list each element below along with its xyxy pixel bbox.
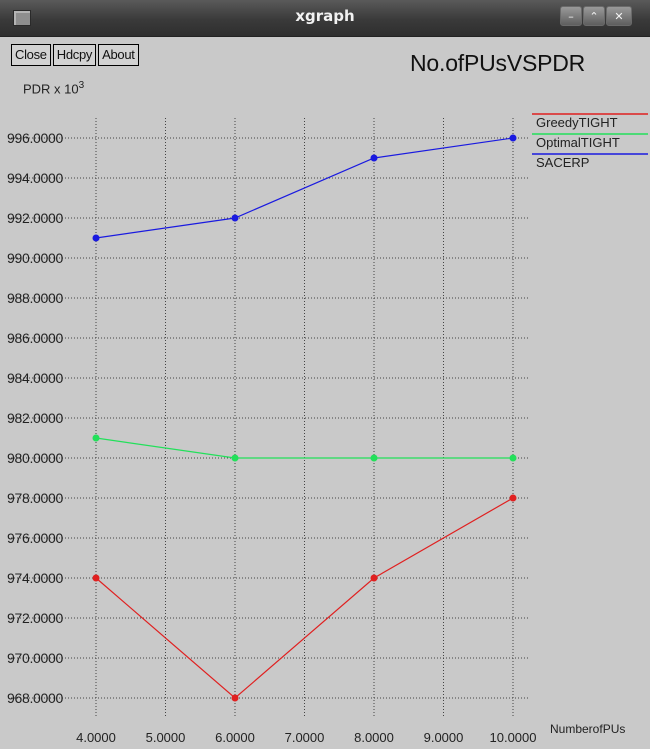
series-line (95, 437, 513, 459)
data-point (509, 494, 517, 502)
y-tick-label: 978.0000 (7, 490, 64, 506)
minimize-button[interactable]: – (560, 6, 582, 26)
toolbar: Close Hdcpy About (11, 44, 139, 66)
x-tick-label: 5.0000 (146, 730, 186, 745)
x-tick-label: 8.0000 (354, 730, 394, 745)
minimize-icon: – (568, 10, 574, 23)
y-axis-label-prefix: PDR x 10 (23, 81, 79, 97)
hdcpy-button[interactable]: Hdcpy (52, 44, 97, 66)
maximize-icon: ⌃ (589, 10, 599, 23)
y-tick-label: 974.0000 (7, 570, 64, 586)
y-tick-label: 990.0000 (7, 250, 64, 266)
data-point (92, 234, 100, 242)
close-window-button[interactable]: ✕ (606, 6, 632, 26)
y-tick-label: 994.0000 (7, 170, 64, 186)
y-tick-label: 982.0000 (7, 410, 64, 426)
window-menu-icon[interactable] (13, 10, 31, 26)
x-tick-label: 6.0000 (215, 730, 255, 745)
chart-title: No.ofPUsVSPDR (410, 50, 586, 76)
x-tick-label: 10.0000 (490, 730, 537, 745)
legend-label: GreedyTIGHT (536, 115, 618, 130)
data-point (509, 454, 517, 462)
x-axis-label: NumberofPUs (550, 722, 626, 736)
data-point (370, 574, 378, 582)
data-point (370, 154, 378, 162)
window-title: xgraph (295, 7, 355, 25)
y-tick-label: 980.0000 (7, 450, 64, 466)
y-tick-label: 970.0000 (7, 650, 64, 666)
series-line (95, 497, 514, 699)
y-tick-label: 986.0000 (7, 330, 64, 346)
y-tick-label: 988.0000 (7, 290, 64, 306)
legend-label: OptimalTIGHT (536, 135, 620, 150)
y-tick-label: 996.0000 (7, 130, 64, 146)
data-point (231, 454, 239, 462)
data-point (231, 694, 239, 702)
y-axis-label-exponent: 3 (78, 80, 85, 91)
data-point (509, 134, 517, 142)
y-tick-label: 972.0000 (7, 610, 64, 626)
y-tick-label: 968.0000 (7, 690, 64, 706)
about-button[interactable]: About (98, 44, 139, 66)
x-tick-label: 4.0000 (76, 730, 116, 745)
title-bar[interactable]: xgraph – ⌃ ✕ (0, 0, 650, 37)
close-icon: ✕ (614, 10, 624, 23)
legend-label: SACERP (536, 155, 590, 170)
data-point (92, 574, 100, 582)
close-button[interactable]: Close (11, 44, 51, 66)
y-tick-label: 992.0000 (7, 210, 64, 226)
y-tick-label: 984.0000 (7, 370, 64, 386)
y-tick-label: 976.0000 (7, 530, 64, 546)
maximize-button[interactable]: ⌃ (583, 6, 605, 26)
data-point (92, 434, 100, 442)
y-axis-label: PDR x 103 (23, 80, 84, 96)
series-line (95, 137, 514, 239)
x-tick-label: 9.0000 (424, 730, 464, 745)
x-tick-label: 7.0000 (285, 730, 325, 745)
data-point (231, 214, 239, 222)
data-point (370, 454, 378, 462)
